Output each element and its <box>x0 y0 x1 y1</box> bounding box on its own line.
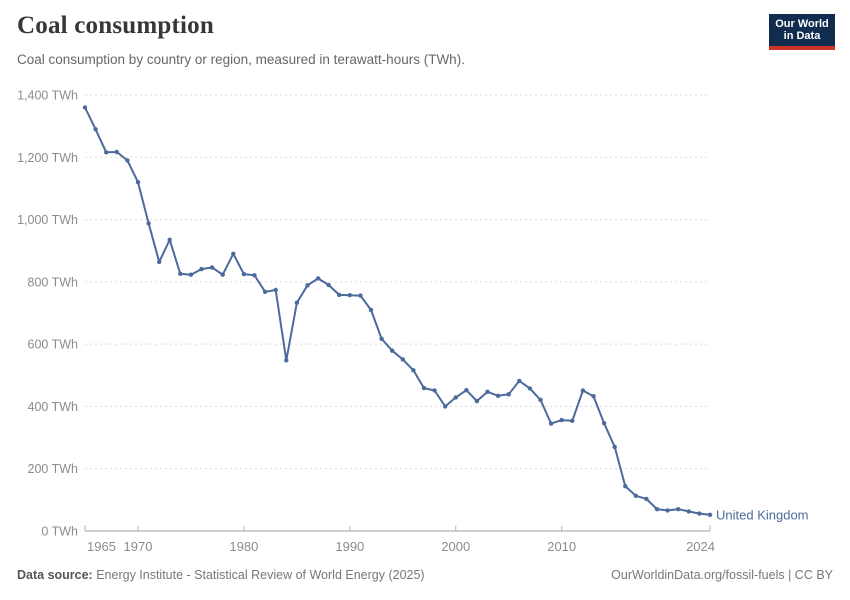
data-point[interactable] <box>368 307 374 313</box>
data-point[interactable] <box>358 293 363 298</box>
data-point[interactable] <box>337 292 342 298</box>
data-point[interactable] <box>591 394 596 399</box>
data-point[interactable] <box>347 293 352 298</box>
data-point[interactable] <box>707 512 713 517</box>
data-point[interactable] <box>570 418 575 423</box>
data-point[interactable] <box>601 421 607 426</box>
x-axis-tick-label: 1980 <box>229 539 258 554</box>
data-point[interactable] <box>315 276 321 281</box>
data-source-text: Energy Institute - Statistical Review of… <box>92 568 425 582</box>
data-point[interactable] <box>400 357 405 362</box>
y-axis-tick-label: 1,000 TWh <box>17 213 78 227</box>
data-point[interactable] <box>252 273 257 278</box>
data-point[interactable] <box>432 388 437 393</box>
data-point[interactable] <box>644 496 649 502</box>
data-point[interactable] <box>157 259 162 265</box>
data-point[interactable] <box>199 266 204 272</box>
data-point[interactable] <box>676 507 681 512</box>
owid-logo-line2: in Data <box>783 30 821 42</box>
data-point[interactable] <box>665 508 670 513</box>
y-axis-tick-label: 800 TWh <box>28 275 79 289</box>
data-source-label: Data source: <box>17 568 93 582</box>
data-point[interactable] <box>262 289 268 294</box>
data-point[interactable] <box>220 272 225 277</box>
x-axis-tick-label: 2010 <box>547 539 576 554</box>
data-point[interactable] <box>390 348 395 353</box>
data-point[interactable] <box>379 336 384 341</box>
data-point[interactable] <box>612 444 617 450</box>
x-axis-tick-label: 1965 <box>87 539 116 554</box>
data-point[interactable] <box>443 404 448 409</box>
data-point[interactable] <box>284 358 289 363</box>
data-point[interactable] <box>167 237 172 242</box>
data-point[interactable] <box>114 149 120 155</box>
data-point[interactable] <box>506 392 511 397</box>
chart-subtitle: Coal consumption by country or region, m… <box>17 52 465 67</box>
data-point[interactable] <box>697 511 702 516</box>
y-axis-tick-label: 400 TWh <box>28 400 79 414</box>
data-point[interactable] <box>231 251 236 256</box>
entity-label[interactable]: United Kingdom <box>716 507 809 522</box>
data-point[interactable] <box>580 388 586 393</box>
page-title: Coal consumption <box>17 12 214 39</box>
y-axis-tick-label: 1,200 TWh <box>17 151 78 165</box>
data-point[interactable] <box>633 493 638 498</box>
data-point[interactable] <box>305 283 310 288</box>
data-point[interactable] <box>294 300 300 305</box>
credit-link[interactable]: OurWorldinData.org/fossil-fuels | CC BY <box>611 568 833 582</box>
data-point[interactable] <box>82 105 88 110</box>
x-axis-tick-label: 1970 <box>124 539 153 554</box>
data-point[interactable] <box>495 393 501 398</box>
data-point[interactable] <box>453 395 458 400</box>
data-point[interactable] <box>411 368 416 373</box>
data-point[interactable] <box>654 507 660 512</box>
data-point[interactable] <box>326 282 331 288</box>
data-point[interactable] <box>527 386 533 391</box>
data-point[interactable] <box>188 272 194 277</box>
data-point[interactable] <box>125 158 130 163</box>
data-point[interactable] <box>686 509 691 514</box>
series-line-united-kingdom[interactable] <box>84 106 711 516</box>
x-axis-tick-label: 1990 <box>335 539 364 554</box>
data-point[interactable] <box>517 378 522 384</box>
data-point[interactable] <box>421 385 427 391</box>
data-point[interactable] <box>178 271 183 276</box>
data-point[interactable] <box>241 271 247 277</box>
owid-logo-line1: Our World <box>775 17 829 30</box>
data-point[interactable] <box>538 397 543 403</box>
data-point[interactable] <box>209 265 215 270</box>
data-point[interactable] <box>485 389 490 394</box>
y-axis-tick-label: 200 TWh <box>28 462 79 476</box>
data-point[interactable] <box>623 484 628 489</box>
x-axis-tick-label: 2024 <box>686 539 715 554</box>
data-point[interactable] <box>146 221 151 226</box>
y-axis-tick-label: 1,400 TWh <box>17 89 78 103</box>
data-point[interactable] <box>548 421 554 426</box>
data-point[interactable] <box>464 388 469 393</box>
data-point[interactable] <box>273 287 278 293</box>
x-axis-tick-label: 2000 <box>441 539 470 554</box>
data-point[interactable] <box>104 150 109 155</box>
data-point[interactable] <box>93 127 98 132</box>
y-axis-tick-label: 0 TWh <box>41 525 78 539</box>
data-point[interactable] <box>135 180 141 185</box>
data-source-note: Data source: Energy Institute - Statisti… <box>17 568 425 582</box>
y-axis-tick-label: 600 TWh <box>28 338 79 352</box>
owid-logo[interactable]: Our World in Data <box>769 14 835 50</box>
data-point[interactable] <box>474 398 480 404</box>
data-point[interactable] <box>559 417 564 423</box>
